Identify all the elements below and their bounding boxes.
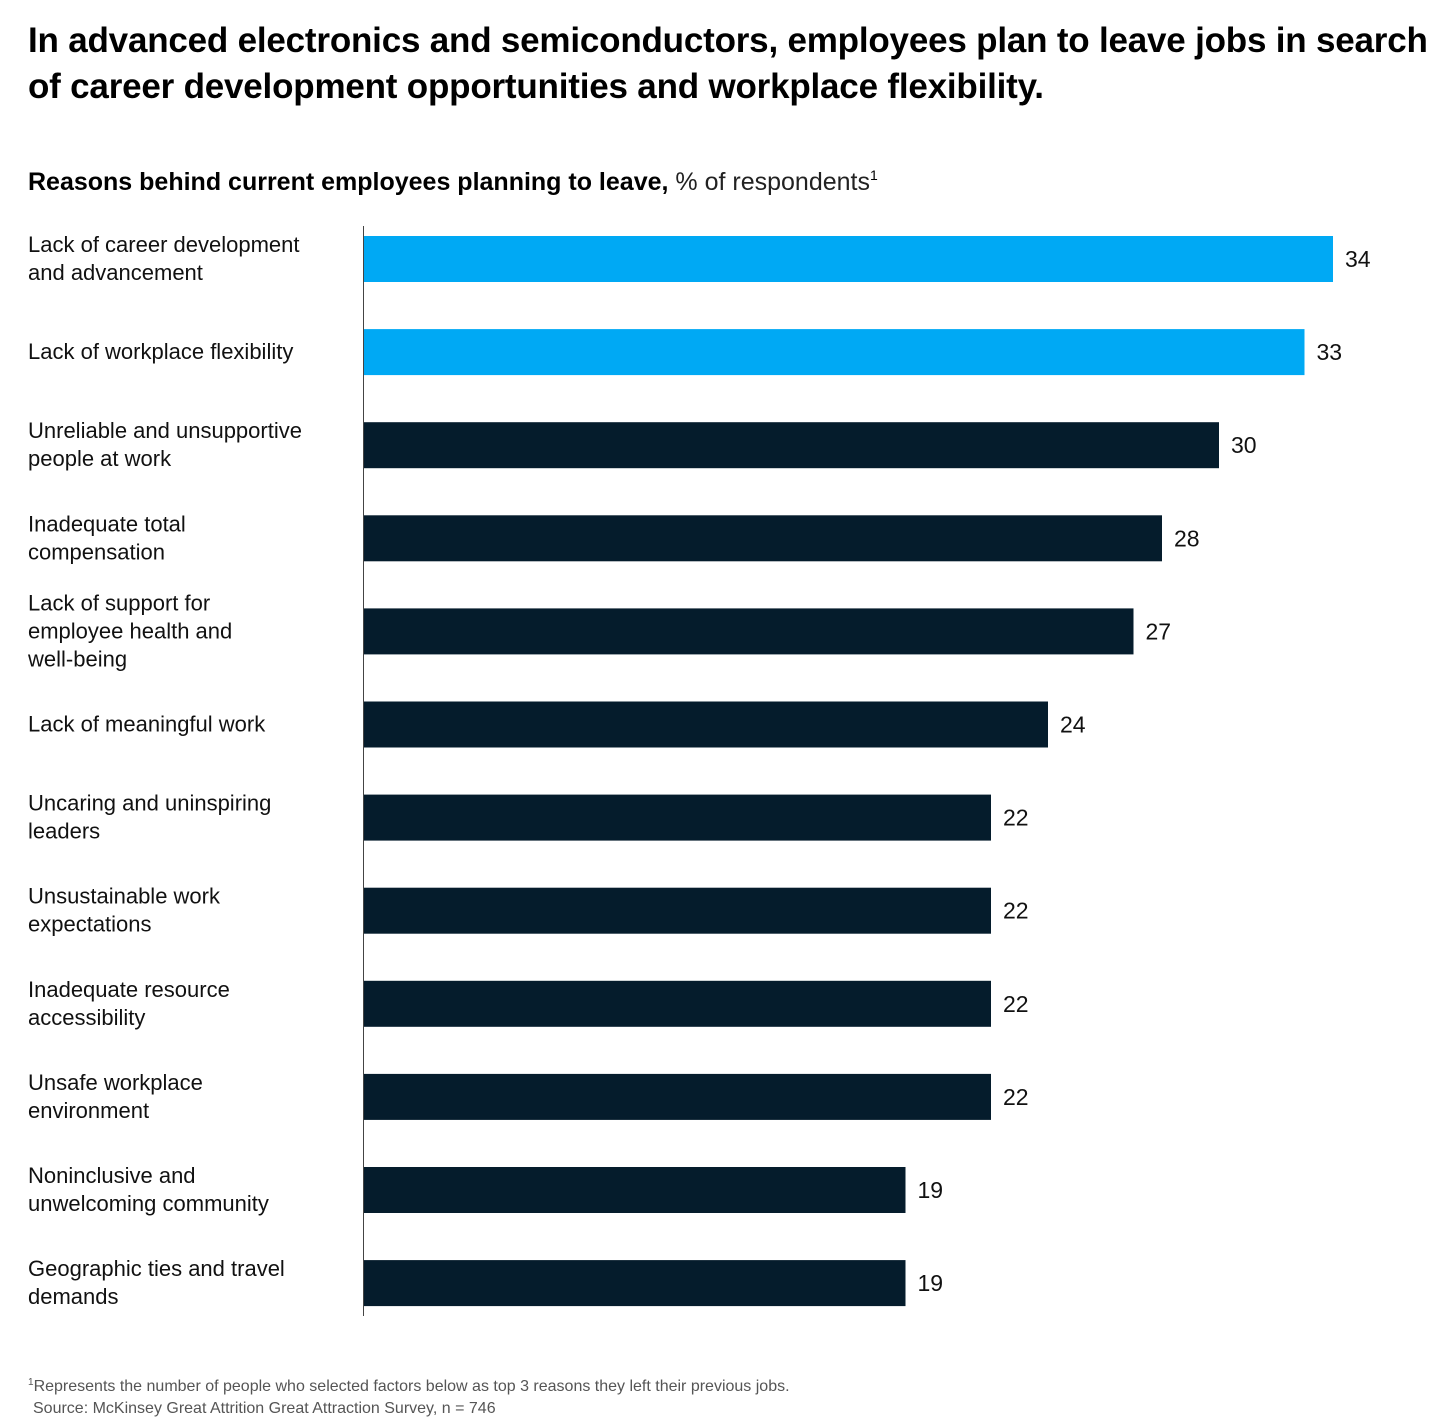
bar-4: [364, 608, 1134, 655]
bar-3: [364, 515, 1162, 562]
category-label-4: Lack of support for employee health and we…: [27, 590, 232, 671]
category-label-6-line-1: leaders: [28, 819, 100, 844]
category-label-1-line-0: Lack of workplace flexibility: [28, 339, 293, 364]
category-label-6: Uncaring and uninspiring leaders: [28, 791, 271, 844]
category-label-0-line-0: Lack of career development: [28, 232, 300, 257]
category-label-4-line-2: well-being: [27, 646, 127, 671]
value-label-6: 22: [1003, 805, 1029, 831]
bar-11: [364, 1260, 906, 1307]
category-label-10: Noninclusive and unwelcoming community: [28, 1163, 269, 1216]
bar-8: [364, 980, 991, 1027]
category-label-8: Inadequate resource accessibility: [28, 977, 230, 1030]
source-text: Source: McKinsey Great Attrition Great A…: [33, 1400, 496, 1417]
category-label-6-line-0: Uncaring and uninspiring: [28, 791, 271, 816]
category-label-7-line-1: expectations: [28, 912, 152, 937]
subtitle-footnote-mark: 1: [869, 167, 878, 183]
bar-0: [364, 236, 1333, 282]
bar-1: [364, 329, 1305, 376]
value-label-7: 22: [1003, 898, 1029, 924]
bar-6: [364, 794, 991, 841]
footnote-mark: 1: [28, 1377, 34, 1388]
value-label-8: 22: [1003, 991, 1029, 1017]
subtitle-unit: % of respondents: [675, 168, 870, 196]
category-label-7: Unsustainable work expectations: [28, 884, 221, 937]
category-label-2-line-1: people at work: [28, 446, 172, 471]
category-label-8-line-0: Inadequate resource: [28, 977, 230, 1002]
chart-subtitle: Reasons behind current employees plannin…: [28, 158, 878, 199]
category-label-7-line-0: Unsustainable work: [28, 884, 221, 909]
value-label-4: 27: [1146, 618, 1172, 644]
category-label-5-line-0: Lack of meaningful work: [28, 712, 266, 737]
value-label-10: 19: [918, 1177, 944, 1203]
footnote: 1Represents the number of people who sel…: [28, 1372, 790, 1420]
category-label-11: Geographic ties and travel demands: [28, 1256, 285, 1309]
value-label-1: 33: [1317, 339, 1343, 365]
value-label-0: 34: [1345, 246, 1371, 272]
bar-5: [364, 701, 1048, 748]
category-label-9-line-0: Unsafe workplace: [28, 1070, 203, 1095]
bar-2: [364, 422, 1219, 469]
category-label-2: Unreliable and unsupportive people at wor…: [28, 418, 302, 471]
category-label-5: Lack of meaningful work: [28, 712, 266, 737]
value-label-5: 24: [1060, 712, 1086, 738]
subtitle-bold: Reasons behind current employees plannin…: [28, 168, 669, 196]
value-label-11: 19: [918, 1270, 944, 1296]
value-label-3: 28: [1174, 525, 1200, 551]
footnote-text: Represents the number of people who sele…: [33, 1378, 790, 1395]
category-label-3-line-0: Inadequate total: [28, 511, 186, 536]
bars-group: 34 Lack of career development and advancem…: [27, 232, 1371, 1309]
category-label-0: Lack of career development and advancemen…: [28, 232, 300, 285]
category-label-9: Unsafe workplace environment: [28, 1070, 203, 1123]
chart-title: In advanced electronics and semiconducto…: [28, 21, 1428, 106]
bar-9: [364, 1073, 991, 1120]
category-label-3-line-1: compensation: [28, 539, 165, 564]
bar-10: [364, 1167, 906, 1213]
bar-chart: 34 Lack of career development and advancem…: [27, 226, 1371, 1316]
category-label-4-line-0: Lack of support for: [28, 590, 210, 615]
value-label-9: 22: [1003, 1084, 1029, 1110]
category-label-11-line-1: demands: [28, 1284, 119, 1309]
category-label-10-line-0: Noninclusive and: [28, 1163, 196, 1188]
category-label-0-line-1: and advancement: [28, 260, 203, 285]
category-label-1: Lack of workplace flexibility: [28, 339, 293, 364]
category-label-11-line-0: Geographic ties and travel: [28, 1256, 285, 1281]
category-label-2-line-0: Unreliable and unsupportive: [28, 418, 302, 443]
category-label-4-line-1: employee health and: [28, 618, 232, 643]
category-label-9-line-1: environment: [28, 1098, 149, 1123]
category-label-10-line-1: unwelcoming community: [28, 1191, 269, 1216]
bar-7: [364, 887, 991, 934]
value-label-2: 30: [1231, 432, 1257, 458]
category-label-3: Inadequate total compensation: [28, 511, 186, 564]
category-label-8-line-1: accessibility: [28, 1005, 145, 1030]
